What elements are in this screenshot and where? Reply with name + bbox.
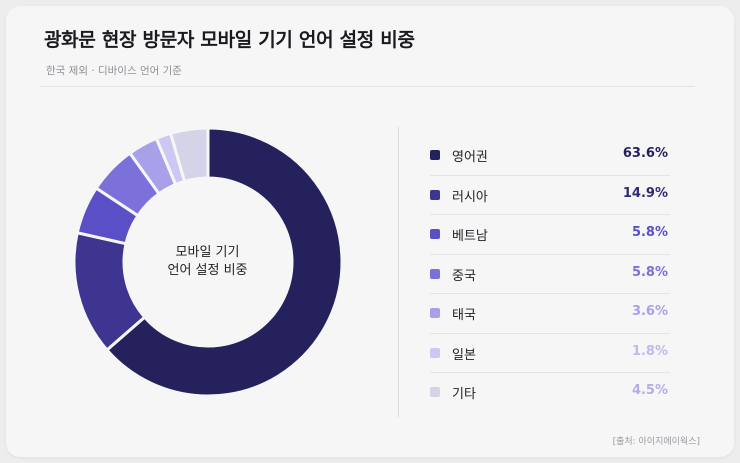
legend-value: 5.8% (631, 225, 668, 240)
legend-value: 1.8% (631, 343, 668, 359)
legend-value: 14.9% (622, 185, 668, 201)
legend-swatch (430, 347, 440, 358)
legend-label: 중국 (452, 268, 476, 284)
source-note: [출처: 아이지에이웍스] (612, 437, 700, 447)
legend-label: 러시아 (452, 189, 488, 205)
legend-item: 태국 3.6% (430, 294, 670, 334)
legend-item: 영어권 63.6% (430, 136, 670, 176)
legend-item: 일본 1.8% (430, 334, 670, 373)
legend-item: 러시아 14.9% (430, 176, 670, 215)
legend-value: 63.6% (622, 146, 668, 161)
chart-subtitle: 한국 제외 · 디바이스 언어 기준 (46, 65, 182, 77)
legend-item: 베트남 5.8% (430, 215, 670, 255)
legend-divider (398, 127, 399, 417)
legend-value: 4.5% (631, 383, 668, 398)
legend-value: 3.6% (631, 304, 668, 319)
legend-item: 기타 4.5% (430, 373, 670, 412)
legend-swatch (430, 387, 440, 397)
legend-swatch (430, 308, 440, 318)
donut-slice-0 (104, 126, 344, 398)
header-divider (40, 86, 695, 87)
donut-slice-6 (168, 126, 210, 184)
legend-swatch (430, 268, 440, 279)
legend-value: 5.8% (631, 264, 668, 280)
legend-item: 중국 5.8% (430, 255, 670, 294)
legend-label: 일본 (452, 347, 476, 363)
center-label-line1: 모바일 기기 (175, 245, 240, 260)
center-label-line2: 언어 설정 비중 (167, 263, 248, 278)
legend-label: 태국 (452, 308, 476, 323)
legend-label: 기타 (452, 387, 476, 402)
legend-swatch (430, 229, 440, 239)
donut-center-label: 모바일 기기 언어 설정 비중 (140, 244, 275, 280)
legend-label: 베트남 (452, 229, 488, 244)
legend-swatch (430, 150, 440, 160)
chart-title: 광화문 현장 방문자 모바일 기기 언어 설정 비중 (44, 29, 415, 51)
legend-label: 영어권 (452, 150, 488, 165)
chart-legend: 영어권 63.6% 러시아 14.9% 베트남 5.8% 중국 5.8% 태국 3.6% 일본 1.8… (430, 136, 670, 412)
legend-swatch (430, 189, 440, 200)
